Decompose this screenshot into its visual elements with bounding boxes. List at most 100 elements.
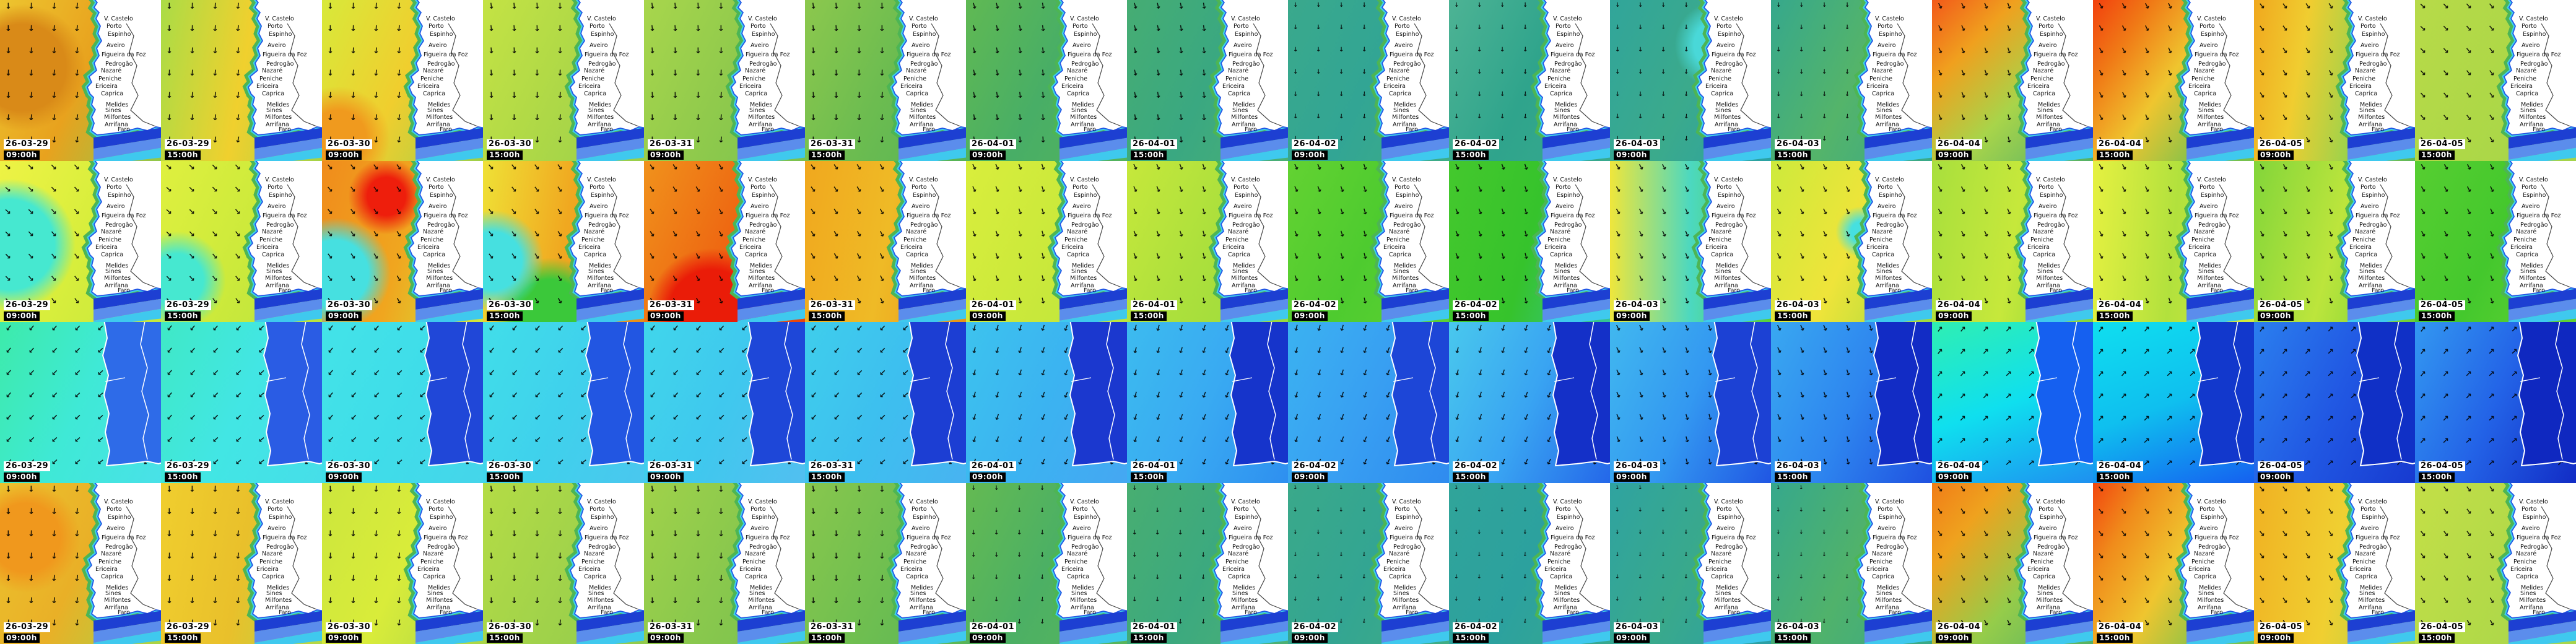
map-tile-r2c10[interactable]: ↓↓↓↓↓↓↓↓↓↓↓↓↓↓↓↓↓↓↓↓↓↓↓↓↓↓↓↓↓↓↓V. Castel… <box>1449 161 1610 322</box>
wind-arrow-icon: ↓ <box>2210 345 2222 357</box>
wind-arrow-icon: ↓ <box>669 367 681 379</box>
wind-arrow-icon: ↓ <box>372 90 380 101</box>
map-tile-r3c14[interactable]: ↓ ↓ ↓ ↓ ↓ ↓ ↓ ↓ ↓ ↓ ↓ ↓ ↓ ↓ ↓ ↓ ↓ ↓ ↓ ↓ ↓ ↓ ↓ ↓ ↓ ↓ ↓ ↓ ↓ ↓ ↓ ↓ ↓ ↓ ↓ ↓ ↓ ↓ ↓ ↓… <box>2093 322 2254 483</box>
map-tile-r4c9[interactable]: ↓ ↓ ↓ ↓ ↓ ↓ ↓ ↓ ↓ ↓ ↓ ↓ ↓ ↓ ↓ ↓ ↓ ↓ ↓ ↓ ↓ ↓ ↓ ↓ ↓ ↓ ↓ ↓ ↓ ↓ ↓ V. Castel… <box>1288 483 1449 644</box>
wind-arrow-icon: ↓ <box>2256 389 2268 401</box>
map-tile-r1c6[interactable]: ↓↓↓↓↓↓↓↓↓↓↓↓↓↓↓↓↓↓↓↓↓↓↓↓↓↓↓↓↓↓↓V. Castel… <box>805 0 966 161</box>
map-tile-r3c9[interactable]: ↓ ↓ ↓ ↓ ↓ ↓ ↓ ↓ ↓ ↓ ↓ ↓ ↓ ↓ ↓ ↓ ↓ ↓ ↓ ↓ ↓ ↓ ↓ ↓ ↓ ↓ ↓ ↓ ↓ ↓ ↓ ↓ ↓ ↓ ↓ ↓ ↓ ↓ ↓ ↓… <box>1288 322 1449 483</box>
wind-arrow-icon: ↓ <box>1821 456 1830 468</box>
map-tile-r4c14[interactable]: ↓↓↓↓↓↓↓↓↓↓↓↓↓↓↓↓↓↓↓↓↓↓↓↓↓↓↓↓↓↓↓V. Castel… <box>2093 483 2254 644</box>
wind-arrow-icon: ↓ <box>2532 412 2544 424</box>
map-tile-r2c16[interactable]: ↓↓↓↓↓↓↓↓↓↓↓↓↓↓↓↓↓↓↓↓↓↓↓↓↓↓↓↓↓↓↓V. Castel… <box>2415 161 2576 322</box>
map-tile-r1c7[interactable]: ↓↓↓↓↓↓↓↓↓↓↓↓↓↓↓↓↓↓↓↓↓↓↓↓↓↓↓↓↓↓↓V. Castel… <box>966 0 1127 161</box>
map-tile-r1c2[interactable]: ↓↓↓↓↓↓↓↓↓↓↓↓↓↓↓↓↓↓↓↓↓↓↓↓↓↓↓↓↓↓↓V. Castel… <box>161 0 322 161</box>
map-tile-r4c5[interactable]: ↓↓↓↓↓↓↓↓↓↓↓↓↓↓↓↓↓↓↓↓↓↓↓↓↓↓↓↓↓↓↓V. Castel… <box>644 483 805 644</box>
wind-arrow-icon: ↓ <box>554 412 566 424</box>
wind-arrow-icon: ↓ <box>255 412 267 424</box>
wind-arrow-icon: ↓ <box>1061 296 1071 307</box>
wind-arrow-icon: ↓ <box>1980 434 1992 446</box>
map-tile-r2c4[interactable]: ↓↓↓↓↓↓↓↓↓↓↓↓↓↓↓↓↓↓↓↓↓↓↓↓↓↓↓↓↓↓↓V. Castel… <box>483 161 644 322</box>
map-tile-r1c1[interactable]: ↓↓↓↓↓↓↓↓↓↓↓↓↓↓↓↓↓↓↓↓↓↓↓↓↓↓↓↓↓↓↓V. Castel… <box>0 0 161 161</box>
map-tile-r4c12[interactable]: ↓ ↓ ↓ ↓ ↓ ↓ ↓ ↓ ↓ ↓ ↓ ↓ ↓ ↓ ↓ ↓ ↓ ↓ ↓ ↓ ↓ ↓ ↓ ↓ ↓ ↓ ↓ ↓ ↓ ↓ ↓ V. Castel… <box>1771 483 1932 644</box>
map-tile-r4c3[interactable]: ↓↓↓↓↓↓↓↓↓↓↓↓↓↓↓↓↓↓↓↓↓↓↓↓↓↓↓↓↓↓↓V. Castel… <box>322 483 483 644</box>
map-tile-r2c2[interactable]: ↓↓↓↓↓↓↓↓↓↓↓↓↓↓↓↓↓↓↓↓↓↓↓↓↓↓↓↓↓↓↓V. Castel… <box>161 161 322 322</box>
wind-arrow-icon: ↓ <box>648 113 656 123</box>
map-tile-r1c5[interactable]: ↓↓↓↓↓↓↓↓↓↓↓↓↓↓↓↓↓↓↓↓↓↓↓↓↓↓↓↓↓↓↓V. Castel… <box>644 0 805 161</box>
map-tile-r3c11[interactable]: ↓ ↓ ↓ ↓ ↓ ↓ ↓ ↓ ↓ ↓ ↓ ↓ ↓ ↓ ↓ ↓ ↓ ↓ ↓ ↓ ↓ ↓ ↓ ↓ ↓ ↓ ↓ ↓ ↓ ↓ ↓ ↓ ↓ ↓ ↓ ↓ ↓ ↓ ↓ ↓… <box>1610 322 1771 483</box>
map-tile-r4c10[interactable]: ↓ ↓ ↓ ↓ ↓ ↓ ↓ ↓ ↓ ↓ ↓ ↓ ↓ ↓ ↓ ↓ ↓ ↓ ↓ ↓ ↓ ↓ ↓ ↓ ↓ ↓ ↓ ↓ ↓ ↓ ↓ V. Castel… <box>1449 483 1610 644</box>
map-tile-r3c4[interactable]: ↓ ↓ ↓ ↓ ↓ ↓ ↓ ↓ ↓ ↓ ↓ ↓ ↓ ↓ ↓ ↓ ↓ ↓ ↓ ↓ ↓ ↓ ↓ ↓ ↓ ↓ ↓ ↓ ↓ ↓ ↓ ↓ ↓ ↓ ↓ ↓ ↓ ↓ ↓ ↓… <box>483 322 644 483</box>
wind-arrow-icon: ↓ <box>1452 184 1463 196</box>
map-tile-r3c1[interactable]: ↓ ↓ ↓ ↓ ↓ ↓ ↓ ↓ ↓ ↓ ↓ ↓ ↓ ↓ ↓ ↓ ↓ ↓ ↓ ↓ ↓ ↓ ↓ ↓ ↓ ↓ ↓ ↓ ↓ ↓ ↓ ↓ ↓ ↓ ↓ ↓ ↓ ↓ ↓ ↓… <box>0 322 161 483</box>
map-tile-r4c8[interactable]: ↓↓↓↓↓↓↓↓↓↓↓↓↓↓↓↓↓↓↓↓↓↓↓↓↓↓↓↓↓↓↓V. Castel… <box>1127 483 1288 644</box>
map-tile-r1c8[interactable]: ↓↓↓↓↓↓↓↓↓↓↓↓↓↓↓↓↓↓↓↓↓↓↓↓↓↓↓↓↓↓↓V. Castel… <box>1127 0 1288 161</box>
map-tile-r4c6[interactable]: ↓↓↓↓↓↓↓↓↓↓↓↓↓↓↓↓↓↓↓↓↓↓↓↓↓↓↓↓↓↓↓V. Castel… <box>805 483 966 644</box>
wind-arrow-icon: ↓ <box>2027 617 2037 629</box>
map-tile-r1c11[interactable]: ↓↓↓↓↓↓↓↓↓↓↓↓↓↓↓↓↓↓↓↓↓↓↓↓↓↓↓↓↓↓↓V. Castel… <box>1610 0 1771 161</box>
map-tile-r2c7[interactable]: ↓↓↓↓↓↓↓↓↓↓↓↓↓↓↓↓↓↓↓↓↓↓↓↓↓↓↓↓↓↓↓V. Castel… <box>966 161 1127 322</box>
map-tile-r2c11[interactable]: ↓↓↓↓↓↓↓↓↓↓↓↓↓↓↓↓↓↓↓↓↓↓↓↓↓↓↓↓↓↓↓V. Castel… <box>1610 161 1771 322</box>
wind-arrow-icon: ↓ <box>1957 323 1969 334</box>
map-tile-r1c3[interactable]: ↓↓↓↓↓↓↓↓↓↓↓↓↓↓↓↓↓↓↓↓↓↓↓↓↓↓↓↓↓↓↓V. Castel… <box>322 0 483 161</box>
map-tile-r2c12[interactable]: ↓↓↓↓↓↓↓↓↓↓↓↓↓↓↓↓↓↓↓↓↓↓↓↓↓↓↓↓↓↓↓V. Castel… <box>1771 161 1932 322</box>
map-tile-r1c14[interactable]: ↓↓↓↓↓↓↓↓↓↓↓↓↓↓↓↓↓↓↓↓↓↓↓↓↓↓↓↓↓↓↓V. Castel… <box>2093 0 2254 161</box>
map-tile-r3c12[interactable]: ↓ ↓ ↓ ↓ ↓ ↓ ↓ ↓ ↓ ↓ ↓ ↓ ↓ ↓ ↓ ↓ ↓ ↓ ↓ ↓ ↓ ↓ ↓ ↓ ↓ ↓ ↓ ↓ ↓ ↓ ↓ ↓ ↓ ↓ ↓ ↓ ↓ ↓ ↓ ↓… <box>1771 322 1932 483</box>
map-tile-r2c1[interactable]: ↓↓↓↓↓↓↓↓↓↓↓↓↓↓↓↓↓↓↓↓↓↓↓↓↓↓↓↓↓↓↓V. Castel… <box>0 161 161 322</box>
map-tile-r4c16[interactable]: ↓↓↓↓↓↓↓↓↓↓↓↓↓↓↓↓↓↓↓↓↓↓↓↓↓↓↓↓↓↓↓V. Castel… <box>2415 483 2576 644</box>
wind-arrow-icon: ↓ <box>1200 90 1208 101</box>
wind-arrow-icon: ↓ <box>2509 389 2521 401</box>
map-tile-r1c12[interactable]: ↓↓↓↓↓↓↓↓↓↓↓↓↓↓↓↓↓↓↓↓↓↓↓↓↓↓↓↓↓↓↓V. Castel… <box>1771 0 1932 161</box>
map-tile-r3c3[interactable]: ↓ ↓ ↓ ↓ ↓ ↓ ↓ ↓ ↓ ↓ ↓ ↓ ↓ ↓ ↓ ↓ ↓ ↓ ↓ ↓ ↓ ↓ ↓ ↓ ↓ ↓ ↓ ↓ ↓ ↓ ↓ ↓ ↓ ↓ ↓ ↓ ↓ ↓ ↓ ↓… <box>322 322 483 483</box>
wind-arrow-icon: ↓ <box>853 206 864 218</box>
map-tile-r2c9[interactable]: ↓↓↓↓↓↓↓↓↓↓↓↓↓↓↓↓↓↓↓↓↓↓↓↓↓↓↓↓↓↓↓V. Castel… <box>1288 161 1449 322</box>
map-tile-r1c15[interactable]: ↓↓↓↓↓↓↓↓↓↓↓↓↓↓↓↓↓↓↓↓↓↓↓↓↓↓↓↓↓↓↓V. Castel… <box>2254 0 2415 161</box>
map-tile-r4c2[interactable]: ↓↓↓↓↓↓↓↓↓↓↓↓↓↓↓↓↓↓↓↓↓↓↓↓↓↓↓↓↓↓↓V. Castel… <box>161 483 322 644</box>
map-tile-r2c8[interactable]: ↓↓↓↓↓↓↓↓↓↓↓↓↓↓↓↓↓↓↓↓↓↓↓↓↓↓↓↓↓↓↓V. Castel… <box>1127 161 1288 322</box>
map-tile-r2c14[interactable]: ↓↓↓↓↓↓↓↓↓↓↓↓↓↓↓↓↓↓↓↓↓↓↓↓↓↓↓↓↓↓↓V. Castel… <box>2093 161 2254 322</box>
map-tile-r3c2[interactable]: ↓ ↓ ↓ ↓ ↓ ↓ ↓ ↓ ↓ ↓ ↓ ↓ ↓ ↓ ↓ ↓ ↓ ↓ ↓ ↓ ↓ ↓ ↓ ↓ ↓ ↓ ↓ ↓ ↓ ↓ ↓ ↓ ↓ ↓ ↓ ↓ ↓ ↓ ↓ ↓… <box>161 322 322 483</box>
wind-arrow-icon: ↓ <box>1659 434 1669 446</box>
map-tile-r4c7[interactable]: ↓↓↓↓↓↓↓↓↓↓↓↓↓↓↓↓↓↓↓↓↓↓↓↓↓↓↓↓↓↓↓V. Castel… <box>966 483 1127 644</box>
wind-arrow-icon: ↓ <box>646 323 658 334</box>
map-tile-r2c3[interactable]: ↓↓↓↓↓↓↓↓↓↓↓↓↓↓↓↓↓↓↓↓↓↓↓↓↓↓↓↓↓↓↓V. Castel… <box>322 161 483 322</box>
map-tile-r3c10[interactable]: ↓ ↓ ↓ ↓ ↓ ↓ ↓ ↓ ↓ ↓ ↓ ↓ ↓ ↓ ↓ ↓ ↓ ↓ ↓ ↓ ↓ ↓ ↓ ↓ ↓ ↓ ↓ ↓ ↓ ↓ ↓ ↓ ↓ ↓ ↓ ↓ ↓ ↓ ↓ ↓… <box>1449 322 1610 483</box>
wind-arrow-icon: ↓ <box>554 367 566 379</box>
wind-arrow-icon: ↓ <box>1567 323 1577 334</box>
map-tile-r1c9[interactable]: ↓↓↓↓↓↓↓↓↓↓↓↓↓↓↓↓↓↓↓↓↓↓↓↓↓↓↓↓↓↓↓V. Castel… <box>1288 0 1449 161</box>
wind-arrow-icon: ↓ <box>899 323 911 334</box>
map-tile-r1c10[interactable]: ↓↓↓↓↓↓↓↓↓↓↓↓↓↓↓↓↓↓↓↓↓↓↓↓↓↓↓↓↓↓↓V. Castel… <box>1449 0 1610 161</box>
map-tile-r4c11[interactable]: ↓ ↓ ↓ ↓ ↓ ↓ ↓ ↓ ↓ ↓ ↓ ↓ ↓ ↓ ↓ ↓ ↓ ↓ ↓ ↓ ↓ ↓ ↓ ↓ ↓ ↓ ↓ ↓ ↓ ↓ ↓ V. Castel… <box>1610 483 1771 644</box>
wind-arrow-icon: ↓ <box>2072 367 2084 379</box>
wind-arrow-icon: ↓ <box>2049 434 2061 446</box>
wind-arrow-icon: ↓ <box>1131 389 1140 401</box>
wind-arrow-icon: ↓ <box>1912 295 1922 307</box>
wind-arrow-icon: ↓ <box>1200 596 1206 604</box>
wind-arrow-icon: ↓ <box>2440 573 2452 585</box>
wind-arrow-icon: ↓ <box>554 389 566 401</box>
map-tile-r2c15[interactable]: ↓↓↓↓↓↓↓↓↓↓↓↓↓↓↓↓↓↓↓↓↓↓↓↓↓↓↓↓↓↓↓V. Castel… <box>2254 161 2415 322</box>
wind-arrow-icon: ↓ <box>1705 295 1715 307</box>
map-tile-r3c7[interactable]: ↓ ↓ ↓ ↓ ↓ ↓ ↓ ↓ ↓ ↓ ↓ ↓ ↓ ↓ ↓ ↓ ↓ ↓ ↓ ↓ ↓ ↓ ↓ ↓ ↓ ↓ ↓ ↓ ↓ ↓ ↓ ↓ ↓ ↓ ↓ ↓ ↓ ↓ ↓ ↓… <box>966 322 1127 483</box>
map-tile-r4c13[interactable]: ↓↓↓↓↓↓↓↓↓↓↓↓↓↓↓↓↓↓↓↓↓↓↓↓↓↓↓↓↓↓↓V. Castel… <box>1932 483 2093 644</box>
map-tile-r1c16[interactable]: ↓↓↓↓↓↓↓↓↓↓↓↓↓↓↓↓↓↓↓↓↓↓↓↓↓↓↓↓↓↓↓V. Castel… <box>2415 0 2576 161</box>
map-tile-r3c8[interactable]: ↓ ↓ ↓ ↓ ↓ ↓ ↓ ↓ ↓ ↓ ↓ ↓ ↓ ↓ ↓ ↓ ↓ ↓ ↓ ↓ ↓ ↓ ↓ ↓ ↓ ↓ ↓ ↓ ↓ ↓ ↓ ↓ ↓ ↓ ↓ ↓ ↓ ↓ ↓ ↓… <box>1127 322 1288 483</box>
map-tile-r2c13[interactable]: ↓↓↓↓↓↓↓↓↓↓↓↓↓↓↓↓↓↓↓↓↓↓↓↓↓↓↓↓↓↓↓V. Castel… <box>1932 161 2093 322</box>
wind-arrow-icon: ↓ <box>1683 90 1689 98</box>
map-tile-r3c13[interactable]: ↓ ↓ ↓ ↓ ↓ ↓ ↓ ↓ ↓ ↓ ↓ ↓ ↓ ↓ ↓ ↓ ↓ ↓ ↓ ↓ ↓ ↓ ↓ ↓ ↓ ↓ ↓ ↓ ↓ ↓ ↓ ↓ ↓ ↓ ↓ ↓ ↓ ↓ ↓ ↓… <box>1932 322 2093 483</box>
map-tile-r3c15[interactable]: ↓ ↓ ↓ ↓ ↓ ↓ ↓ ↓ ↓ ↓ ↓ ↓ ↓ ↓ ↓ ↓ ↓ ↓ ↓ ↓ ↓ ↓ ↓ ↓ ↓ ↓ ↓ ↓ ↓ ↓ ↓ ↓ ↓ ↓ ↓ ↓ ↓ ↓ ↓ ↓… <box>2254 322 2415 483</box>
map-tile-r3c5[interactable]: ↓ ↓ ↓ ↓ ↓ ↓ ↓ ↓ ↓ ↓ ↓ ↓ ↓ ↓ ↓ ↓ ↓ ↓ ↓ ↓ ↓ ↓ ↓ ↓ ↓ ↓ ↓ ↓ ↓ ↓ ↓ ↓ ↓ ↓ ↓ ↓ ↓ ↓ ↓ ↓… <box>644 322 805 483</box>
wind-arrow-icon: ↓ <box>232 162 244 173</box>
map-tile-r2c5[interactable]: ↓↓↓↓↓↓↓↓↓↓↓↓↓↓↓↓↓↓↓↓↓↓↓↓↓↓↓↓↓↓↓V. Castel… <box>644 161 805 322</box>
wind-arrow-icon: ↓ <box>1705 389 1715 401</box>
map-tile-r4c1[interactable]: ↓↓↓↓↓↓↓↓↓↓↓↓↓↓↓↓↓↓↓↓↓↓↓↓↓↓↓↓↓↓↓V. Castel… <box>0 483 161 644</box>
map-tile-r4c15[interactable]: ↓↓↓↓↓↓↓↓↓↓↓↓↓↓↓↓↓↓↓↓↓↓↓↓↓↓↓↓↓↓↓V. Castel… <box>2254 483 2415 644</box>
map-tile-r3c6[interactable]: ↓ ↓ ↓ ↓ ↓ ↓ ↓ ↓ ↓ ↓ ↓ ↓ ↓ ↓ ↓ ↓ ↓ ↓ ↓ ↓ ↓ ↓ ↓ ↓ ↓ ↓ ↓ ↓ ↓ ↓ ↓ ↓ ↓ ↓ ↓ ↓ ↓ ↓ ↓ ↓… <box>805 322 966 483</box>
map-tile-r3c16[interactable]: ↓ ↓ ↓ ↓ ↓ ↓ ↓ ↓ ↓ ↓ ↓ ↓ ↓ ↓ ↓ ↓ ↓ ↓ ↓ ↓ ↓ ↓ ↓ ↓ ↓ ↓ ↓ ↓ ↓ ↓ ↓ ↓ ↓ ↓ ↓ ↓ ↓ ↓ ↓ ↓… <box>2415 322 2576 483</box>
map-tile-r1c4[interactable]: ↓↓↓↓↓↓↓↓↓↓↓↓↓↓↓↓↓↓↓↓↓↓↓↓↓↓↓↓↓↓↓V. Castel… <box>483 0 644 161</box>
map-tile-r2c6[interactable]: ↓↓↓↓↓↓↓↓↓↓↓↓↓↓↓↓↓↓↓↓↓↓↓↓↓↓↓↓↓↓↓V. Castel… <box>805 161 966 322</box>
map-tile-r4c4[interactable]: ↓↓↓↓↓↓↓↓↓↓↓↓↓↓↓↓↓↓↓↓↓↓↓↓↓↓↓↓↓↓↓V. Castel… <box>483 483 644 644</box>
map-tile-r1c13[interactable]: ↓↓↓↓↓↓↓↓↓↓↓↓↓↓↓↓↓↓↓↓↓↓↓↓↓↓↓↓↓↓↓V. Castel… <box>1932 0 2093 161</box>
wind-arrow-icon: ↓ <box>1360 228 1370 240</box>
wind-arrow-icon: ↓ <box>165 46 173 56</box>
wind-arrow-icon: ↓ <box>508 162 520 173</box>
